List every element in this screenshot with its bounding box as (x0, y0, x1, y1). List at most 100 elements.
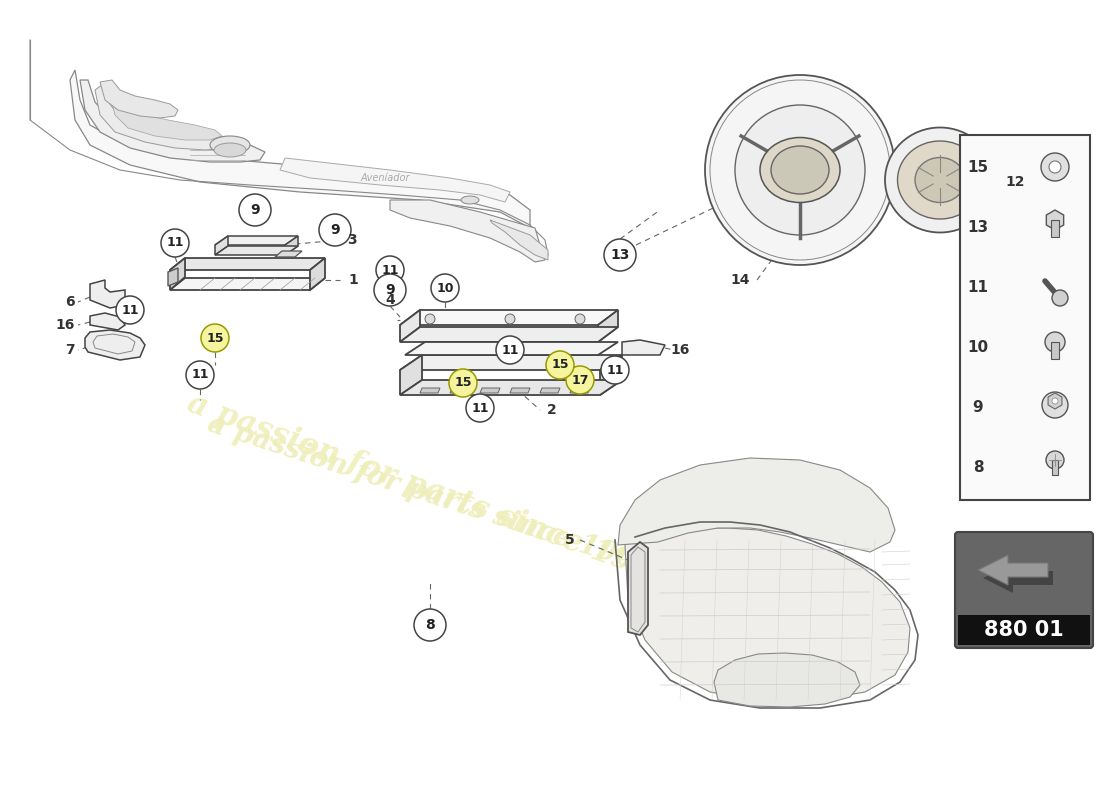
Polygon shape (214, 236, 228, 255)
Text: a passion for parts since 1965: a passion for parts since 1965 (204, 410, 657, 580)
Bar (958, 615, 1090, 645)
Text: 10: 10 (437, 282, 453, 294)
Circle shape (1045, 332, 1065, 352)
Text: 3: 3 (346, 233, 356, 247)
Polygon shape (978, 555, 1048, 585)
Circle shape (705, 75, 895, 265)
Circle shape (376, 256, 404, 284)
Text: 13: 13 (610, 248, 629, 262)
Bar (1052, 460, 1058, 475)
Text: 11: 11 (166, 237, 184, 250)
Circle shape (1046, 451, 1064, 469)
Circle shape (116, 296, 144, 324)
Circle shape (496, 336, 524, 364)
Ellipse shape (771, 146, 829, 194)
Text: 13: 13 (967, 219, 989, 234)
Polygon shape (170, 278, 324, 290)
Text: 14: 14 (730, 273, 750, 287)
Circle shape (735, 105, 865, 235)
Polygon shape (390, 200, 544, 262)
Text: 9: 9 (972, 399, 983, 414)
Circle shape (1052, 290, 1068, 306)
Polygon shape (621, 340, 665, 355)
Polygon shape (983, 563, 1053, 593)
Polygon shape (170, 258, 324, 270)
Polygon shape (600, 355, 621, 395)
Text: 11: 11 (121, 303, 139, 317)
Polygon shape (400, 355, 622, 370)
Polygon shape (170, 258, 185, 290)
Polygon shape (95, 85, 232, 150)
Text: 11: 11 (606, 363, 624, 377)
Polygon shape (628, 542, 648, 635)
Polygon shape (275, 251, 302, 257)
Circle shape (1042, 392, 1068, 418)
Polygon shape (90, 280, 125, 308)
Text: 2: 2 (547, 403, 557, 417)
Circle shape (604, 239, 636, 271)
Text: 17: 17 (571, 374, 588, 386)
Text: 10: 10 (967, 339, 989, 354)
Polygon shape (400, 310, 420, 342)
Ellipse shape (760, 138, 840, 202)
Polygon shape (80, 80, 265, 162)
Circle shape (414, 609, 446, 641)
Circle shape (1041, 153, 1069, 181)
Circle shape (566, 366, 594, 394)
Circle shape (319, 214, 351, 246)
Text: 11: 11 (968, 279, 989, 294)
Polygon shape (405, 342, 618, 355)
Text: 15: 15 (967, 159, 989, 174)
Circle shape (161, 229, 189, 257)
Polygon shape (285, 236, 298, 255)
Ellipse shape (214, 143, 246, 157)
Ellipse shape (898, 141, 982, 219)
Circle shape (575, 314, 585, 324)
Polygon shape (540, 388, 560, 393)
Polygon shape (450, 388, 470, 393)
Bar (1050, 342, 1059, 359)
Text: 11: 11 (471, 402, 488, 414)
Text: 5: 5 (565, 533, 575, 547)
Text: 16: 16 (56, 318, 75, 332)
Text: 15: 15 (454, 377, 472, 390)
Polygon shape (110, 92, 222, 140)
Bar (960, 135, 1090, 500)
Text: 9: 9 (330, 223, 340, 237)
Circle shape (449, 369, 477, 397)
Text: 12: 12 (1005, 175, 1024, 189)
Text: 7: 7 (65, 343, 75, 357)
Text: 8: 8 (972, 459, 983, 474)
Polygon shape (625, 528, 910, 700)
Circle shape (431, 274, 459, 302)
Circle shape (601, 356, 629, 384)
Polygon shape (400, 327, 618, 342)
Circle shape (505, 314, 515, 324)
Text: 1: 1 (348, 273, 358, 287)
Polygon shape (168, 268, 178, 286)
Circle shape (186, 361, 214, 389)
Circle shape (1052, 398, 1058, 404)
Polygon shape (598, 310, 618, 342)
Text: 11: 11 (502, 343, 519, 357)
Text: 8: 8 (425, 618, 435, 632)
Polygon shape (214, 236, 298, 245)
Polygon shape (570, 388, 590, 393)
Polygon shape (400, 380, 622, 395)
Ellipse shape (915, 158, 965, 202)
Circle shape (201, 324, 229, 352)
Polygon shape (510, 388, 530, 393)
Polygon shape (310, 258, 324, 290)
Polygon shape (100, 80, 178, 118)
Polygon shape (420, 388, 440, 393)
Text: 880 01: 880 01 (984, 620, 1064, 640)
Circle shape (1049, 161, 1061, 173)
Polygon shape (280, 158, 510, 202)
Ellipse shape (210, 136, 250, 154)
Text: 16: 16 (670, 343, 690, 357)
Polygon shape (400, 355, 422, 395)
Text: 11: 11 (191, 369, 209, 382)
Polygon shape (70, 70, 530, 228)
Polygon shape (490, 220, 548, 260)
Text: 6: 6 (65, 295, 75, 309)
